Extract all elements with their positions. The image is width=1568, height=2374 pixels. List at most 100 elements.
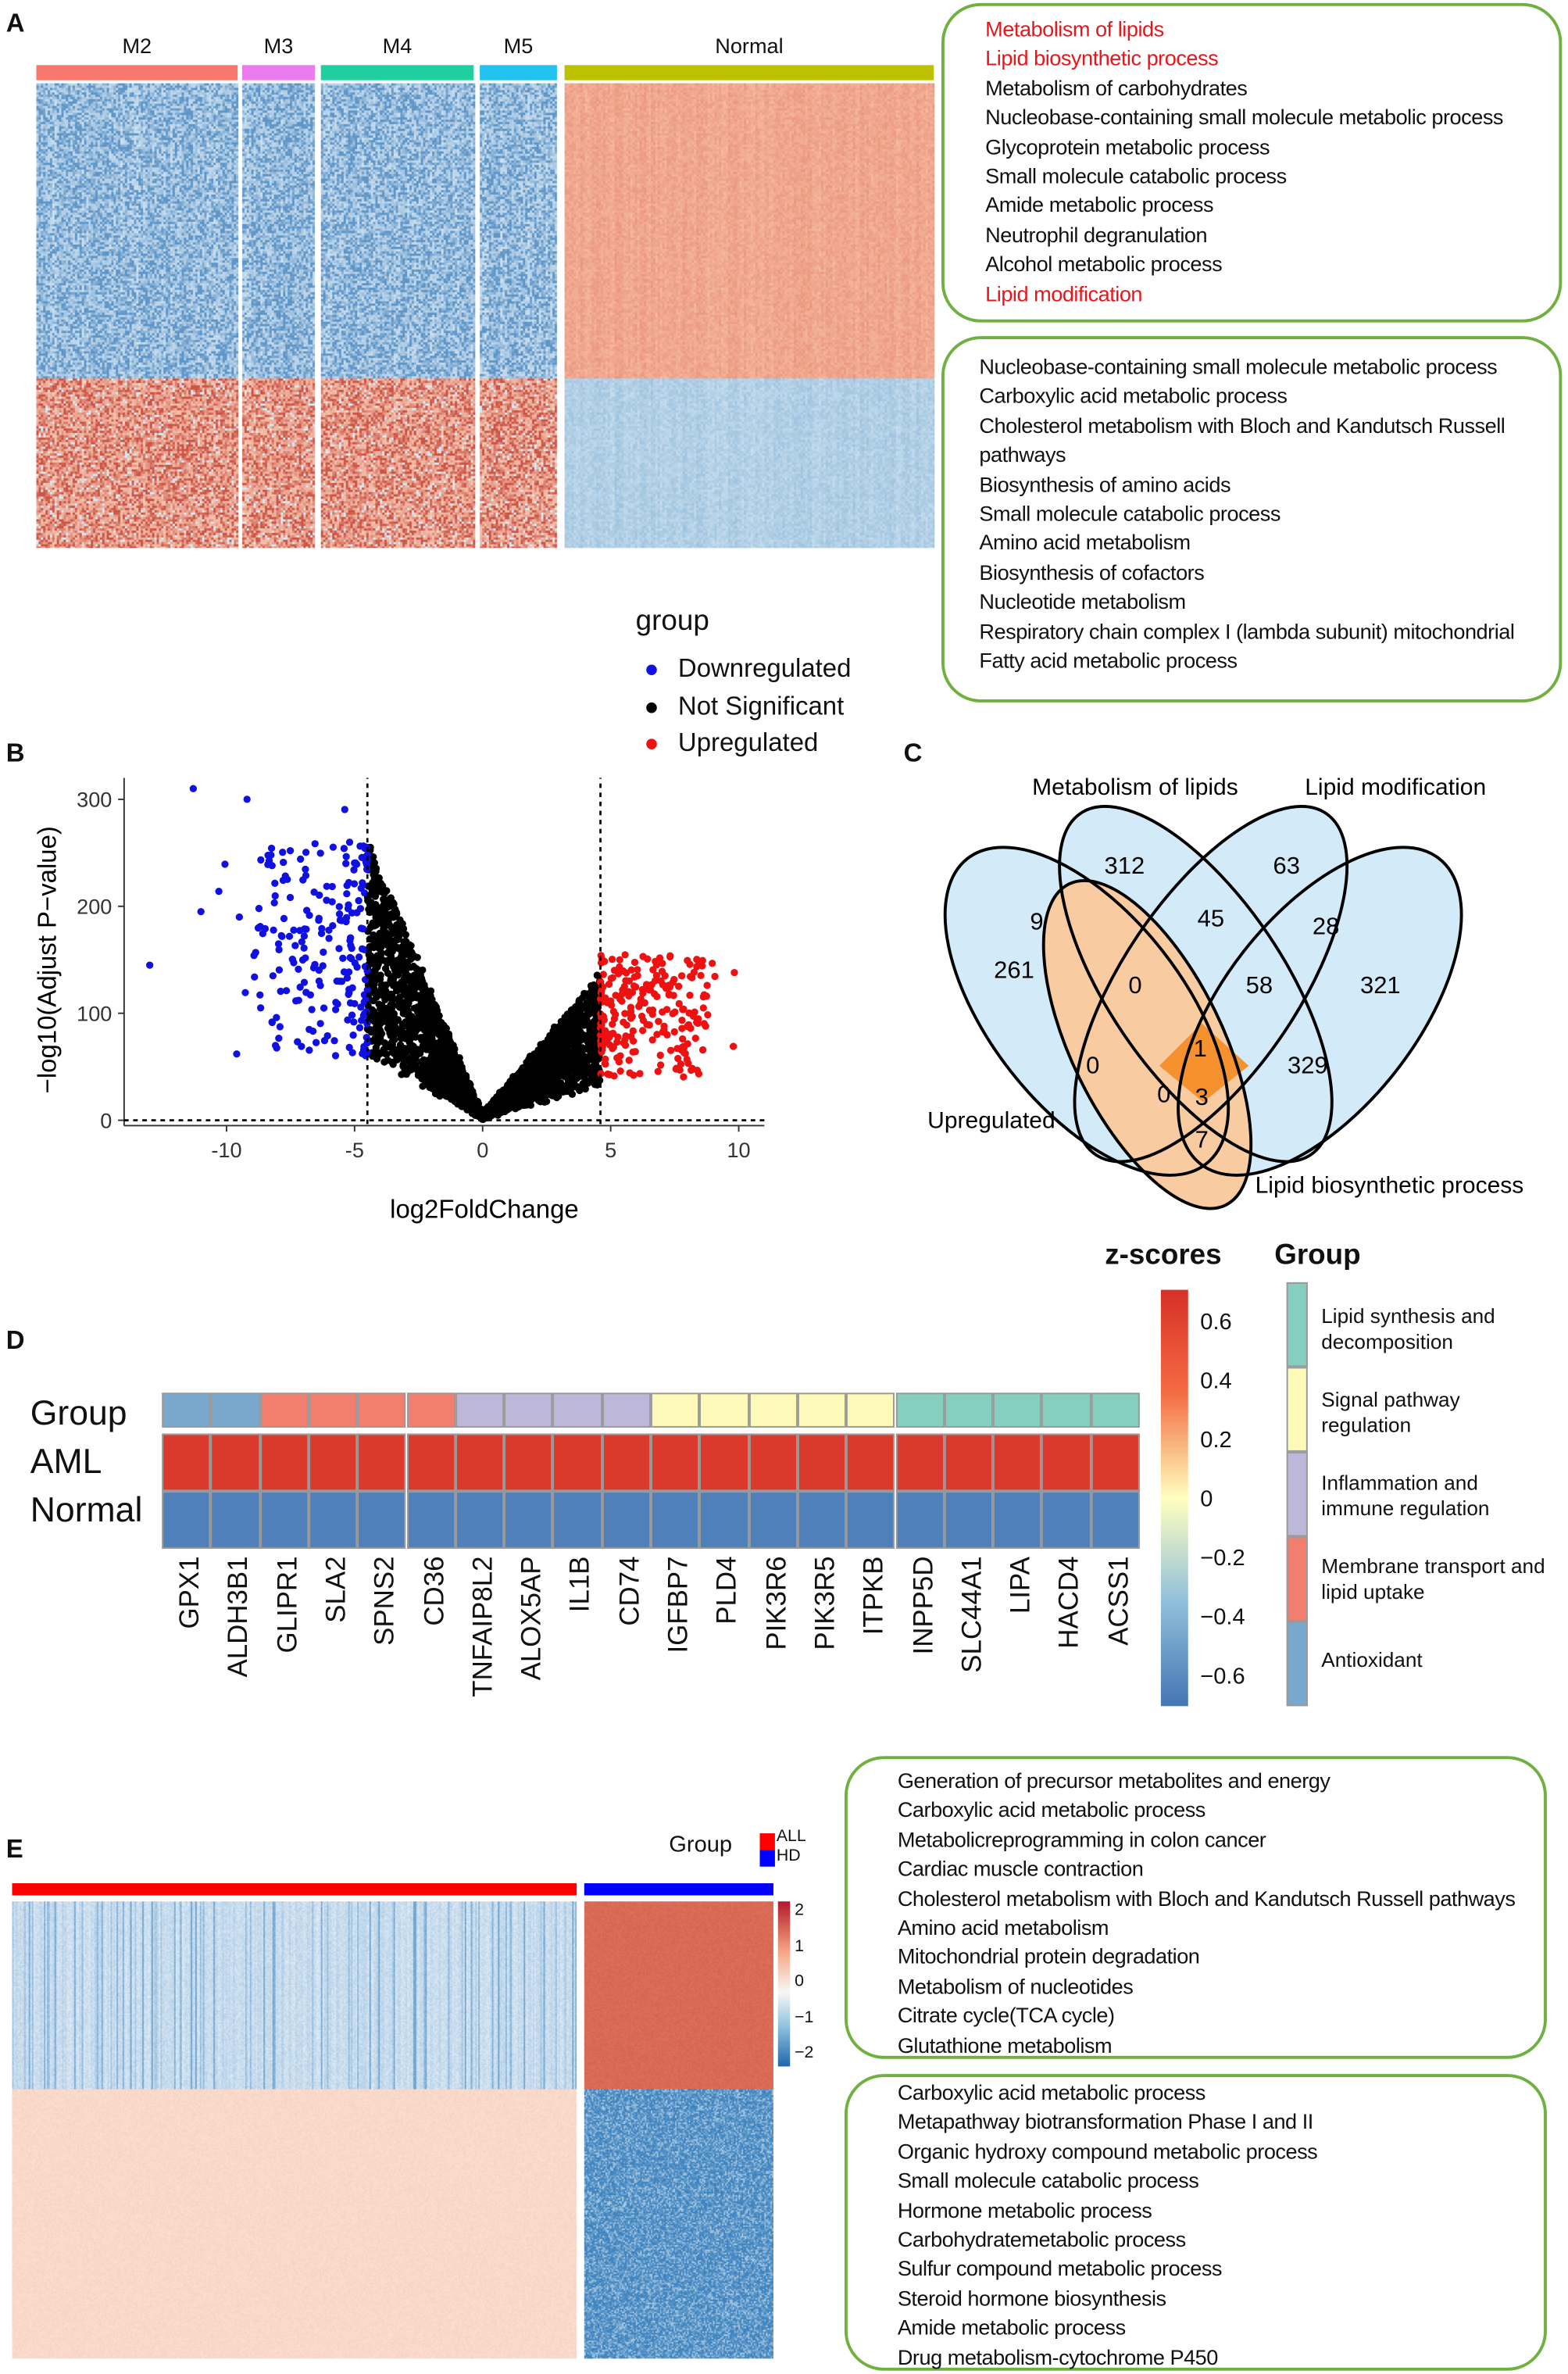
point-downregulated bbox=[344, 1016, 352, 1024]
venn-count: 312 bbox=[1105, 852, 1145, 879]
point-upregulated bbox=[677, 1060, 685, 1068]
point-not-significant bbox=[451, 1045, 459, 1053]
point-upregulated bbox=[679, 1035, 687, 1043]
point-upregulated bbox=[616, 1067, 624, 1075]
point-upregulated bbox=[684, 956, 691, 964]
point-not-significant bbox=[413, 964, 420, 973]
point-upregulated bbox=[625, 988, 633, 996]
point-downregulated bbox=[305, 1046, 313, 1054]
point-upregulated bbox=[686, 991, 694, 999]
aml-cell bbox=[552, 1433, 602, 1492]
aml-cell bbox=[846, 1433, 895, 1492]
group-cell bbox=[504, 1393, 553, 1428]
point-not-significant bbox=[392, 909, 401, 917]
point-not-significant bbox=[388, 1058, 396, 1066]
aml-cell bbox=[210, 1433, 260, 1492]
group-cell bbox=[895, 1393, 945, 1428]
point-not-significant bbox=[380, 1010, 388, 1018]
go-term: Nucleobase-containing small molecule met… bbox=[985, 105, 1503, 130]
point-downregulated bbox=[267, 844, 276, 853]
go-term: Metapathway biotransformation Phase I an… bbox=[897, 2109, 1313, 2134]
point-downregulated bbox=[268, 1018, 277, 1027]
point-upregulated bbox=[623, 1021, 630, 1029]
normal-cell bbox=[504, 1491, 553, 1549]
go-term: Metabolism of nucleotides bbox=[897, 1973, 1134, 1998]
point-downregulated bbox=[348, 1011, 356, 1019]
point-not-significant bbox=[390, 963, 398, 971]
point-upregulated bbox=[693, 956, 701, 964]
point-not-significant bbox=[376, 975, 384, 983]
go-term: Cholesterol metabolism with Bloch and Ka… bbox=[979, 413, 1505, 438]
point-downregulated bbox=[328, 898, 336, 906]
point-downregulated bbox=[350, 880, 359, 888]
point-upregulated bbox=[661, 972, 669, 980]
point-not-significant bbox=[530, 1086, 538, 1095]
gene-label: PIK3R6 bbox=[760, 1556, 791, 1650]
point-not-significant bbox=[424, 1069, 433, 1077]
group-cell bbox=[162, 1393, 211, 1428]
point-upregulated bbox=[639, 989, 647, 997]
point-upregulated bbox=[675, 999, 683, 1008]
normal-cell bbox=[210, 1491, 260, 1549]
point-downregulated bbox=[278, 932, 286, 940]
point-upregulated bbox=[636, 1070, 644, 1078]
group-legend-swatch bbox=[1286, 1621, 1308, 1707]
point-upregulated bbox=[697, 971, 705, 980]
legend-swatch-hd bbox=[759, 1850, 775, 1867]
point-upregulated bbox=[615, 1058, 623, 1066]
go-term: Biosynthesis of cofactors bbox=[979, 560, 1205, 585]
point-not-significant bbox=[593, 1003, 601, 1012]
go-term: Cardiac muscle contraction bbox=[897, 1856, 1144, 1881]
point-not-significant bbox=[399, 924, 408, 933]
point-upregulated bbox=[674, 1054, 682, 1063]
point-not-significant bbox=[412, 1061, 420, 1069]
point-downregulated bbox=[359, 879, 366, 887]
point-downregulated bbox=[296, 983, 304, 991]
group-cell bbox=[944, 1393, 994, 1428]
point-upregulated bbox=[709, 960, 716, 967]
group-cell bbox=[1091, 1393, 1140, 1428]
point-upregulated bbox=[622, 1032, 630, 1040]
point-downregulated bbox=[335, 910, 344, 918]
point-upregulated bbox=[670, 1028, 678, 1036]
point-upregulated bbox=[684, 1060, 692, 1067]
point-downregulated bbox=[345, 985, 353, 993]
venn-set-label: Lipid biosynthetic process bbox=[1255, 1173, 1524, 1199]
normal-cell bbox=[602, 1491, 652, 1549]
panel-label-e: E bbox=[5, 1835, 23, 1864]
group-legend-swatch bbox=[1286, 1451, 1308, 1537]
point-not-significant bbox=[584, 1009, 592, 1017]
point-not-significant bbox=[507, 1103, 515, 1110]
point-not-significant bbox=[513, 1080, 521, 1088]
aml-cell bbox=[651, 1433, 700, 1492]
point-not-significant bbox=[564, 1013, 572, 1021]
colorbar-tick-label: 1 bbox=[795, 1936, 804, 1956]
venn-set-outline-upregulated bbox=[943, 846, 1230, 1177]
colorbar-tick-label: −0.2 bbox=[1200, 1545, 1245, 1571]
point-downregulated bbox=[270, 899, 278, 907]
venn-set-outline-lipid-modification bbox=[1073, 805, 1349, 1164]
point-upregulated bbox=[674, 982, 683, 990]
point-upregulated bbox=[605, 980, 613, 989]
venn-set-outline-metabolism-of-lipids bbox=[1058, 805, 1334, 1164]
gene-label: GPX1 bbox=[173, 1556, 205, 1629]
point-not-significant bbox=[444, 1035, 452, 1042]
point-downregulated bbox=[325, 935, 333, 942]
legend-title: group bbox=[635, 605, 709, 638]
go-term: Small molecule catabolic process bbox=[897, 2168, 1199, 2193]
point-downregulated bbox=[351, 999, 359, 1008]
go-term: Metabolism of carbohydrates bbox=[985, 75, 1248, 100]
point-not-significant bbox=[402, 931, 409, 939]
point-not-significant bbox=[375, 1038, 383, 1046]
point-downregulated bbox=[279, 849, 287, 856]
point-upregulated bbox=[621, 1041, 630, 1049]
point-not-significant bbox=[548, 1074, 556, 1082]
point-not-significant bbox=[387, 1013, 395, 1021]
point-not-significant bbox=[400, 1057, 408, 1065]
point-downregulated bbox=[295, 965, 302, 973]
point-downregulated bbox=[363, 1008, 370, 1016]
colorbar-tick-label: −2 bbox=[795, 2043, 814, 2062]
point-upregulated bbox=[698, 956, 706, 964]
point-not-significant bbox=[387, 1001, 395, 1009]
point-not-significant bbox=[373, 934, 380, 942]
